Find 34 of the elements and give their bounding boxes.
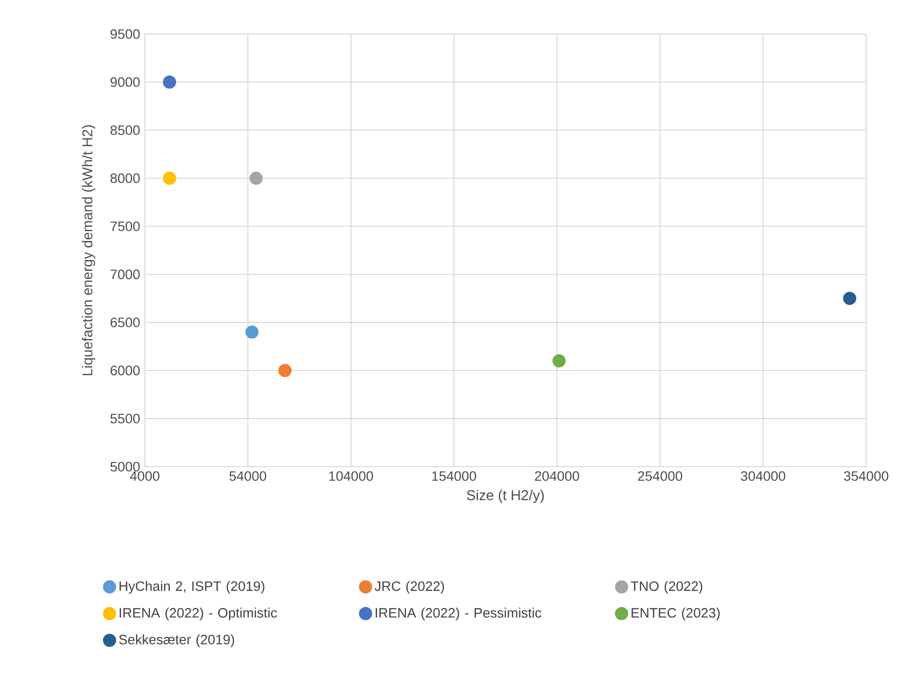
y-tick-label: 6500 — [110, 318, 140, 328]
point — [250, 172, 263, 185]
legend-label: ENTEC (2023) — [632, 608, 720, 620]
point — [162, 75, 176, 89]
legend-label: IRENA (2022) - Optimistic — [120, 608, 277, 620]
y-tick-label: 5500 — [110, 414, 140, 424]
y-axis-title: Liquefaction energy demand (kWh/t H2) — [82, 125, 96, 376]
legend-label: IRENA (2022) - Pessimistic — [376, 608, 542, 620]
y-tick-label: 7000 — [110, 269, 140, 280]
point — [278, 364, 292, 378]
y-tick-label: 8000 — [110, 173, 140, 183]
legend-label: TNO (2022) — [630, 580, 702, 594]
y-tick-label: 6000 — [110, 366, 140, 376]
y-tick-label: 7500 — [110, 221, 140, 232]
x-tick-label: 204000 — [534, 471, 580, 481]
y-tick-label: 5000 — [110, 462, 140, 472]
x-axis-title: Size (t H2/y) — [466, 490, 544, 503]
legend-label: HyChain 2, ISPT (2019) — [120, 580, 264, 594]
x-tick-label: 354000 — [844, 471, 888, 481]
y-tick-label: 9500 — [110, 29, 140, 39]
y-tick-label: 9000 — [110, 77, 140, 87]
x-tick-label: 304000 — [740, 471, 786, 481]
x-tick-label: 104000 — [329, 471, 374, 481]
point — [843, 292, 856, 305]
point — [552, 354, 566, 368]
x-tick-label: 54000 — [229, 471, 266, 481]
x-tick-label: 254000 — [638, 471, 682, 481]
legend-label: Sekkesæter (2019) — [119, 634, 234, 648]
legend-label: JRC (2022) — [374, 580, 444, 594]
x-tick-label: 154000 — [432, 471, 476, 481]
y-tick-label: 8500 — [110, 125, 140, 135]
point — [245, 325, 259, 339]
point — [162, 172, 176, 185]
x-tick-label: 4000 — [130, 471, 160, 481]
